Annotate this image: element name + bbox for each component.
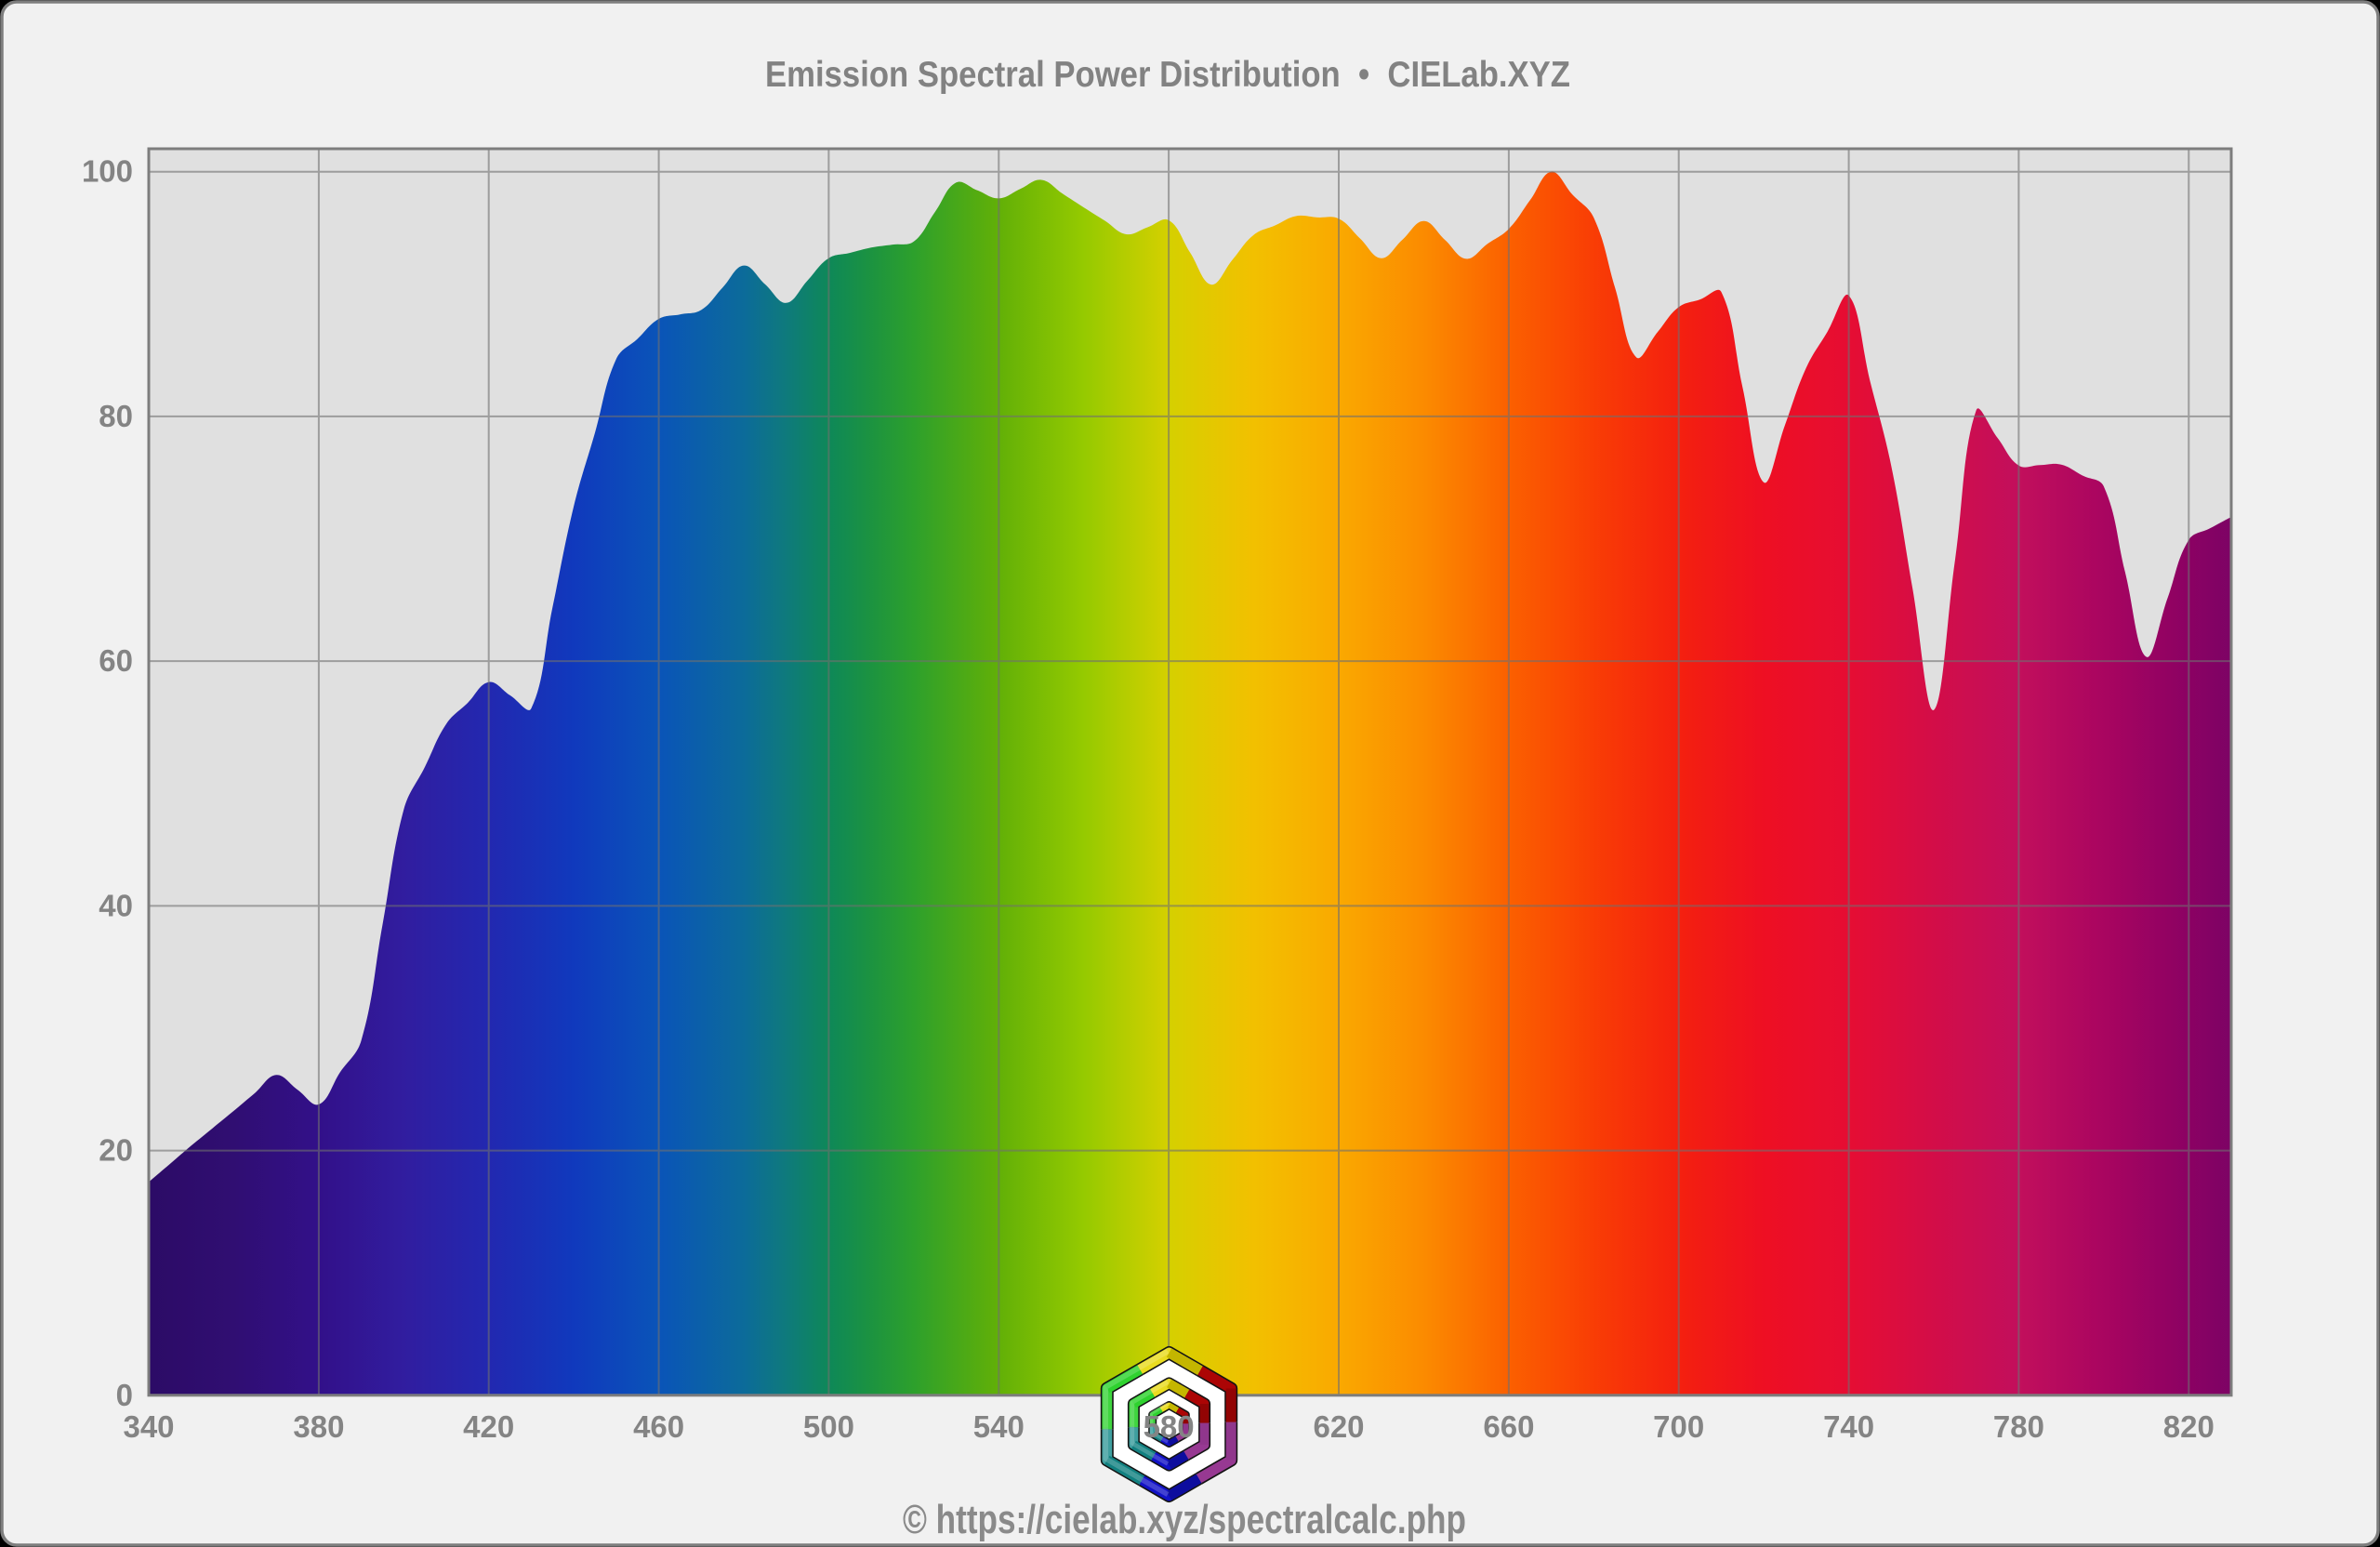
svg-text:620: 620 bbox=[1313, 1409, 1364, 1444]
svg-text:420: 420 bbox=[463, 1409, 514, 1444]
svg-text:540: 540 bbox=[973, 1409, 1025, 1444]
svg-text:380: 380 bbox=[293, 1409, 344, 1444]
svg-text:580: 580 bbox=[1144, 1409, 1195, 1444]
svg-text:500: 500 bbox=[803, 1409, 854, 1444]
svg-text:80: 80 bbox=[99, 399, 133, 433]
svg-text:100: 100 bbox=[82, 154, 133, 189]
svg-text:660: 660 bbox=[1483, 1409, 1534, 1444]
svg-text:© https://cielab.xyz/spectralc: © https://cielab.xyz/spectralcalc.php bbox=[903, 1497, 1466, 1542]
svg-text:740: 740 bbox=[1823, 1409, 1874, 1444]
svg-text:Emission Spectral Power Distri: Emission Spectral Power Distribution • C… bbox=[765, 55, 1570, 95]
svg-text:700: 700 bbox=[1653, 1409, 1704, 1444]
svg-text:340: 340 bbox=[123, 1409, 174, 1444]
svg-text:0: 0 bbox=[116, 1378, 133, 1412]
svg-text:460: 460 bbox=[633, 1409, 684, 1444]
svg-text:780: 780 bbox=[1993, 1409, 2044, 1444]
svg-text:40: 40 bbox=[99, 888, 133, 922]
svg-text:820: 820 bbox=[2163, 1409, 2215, 1444]
svg-text:20: 20 bbox=[99, 1133, 133, 1168]
svg-text:60: 60 bbox=[99, 643, 133, 678]
